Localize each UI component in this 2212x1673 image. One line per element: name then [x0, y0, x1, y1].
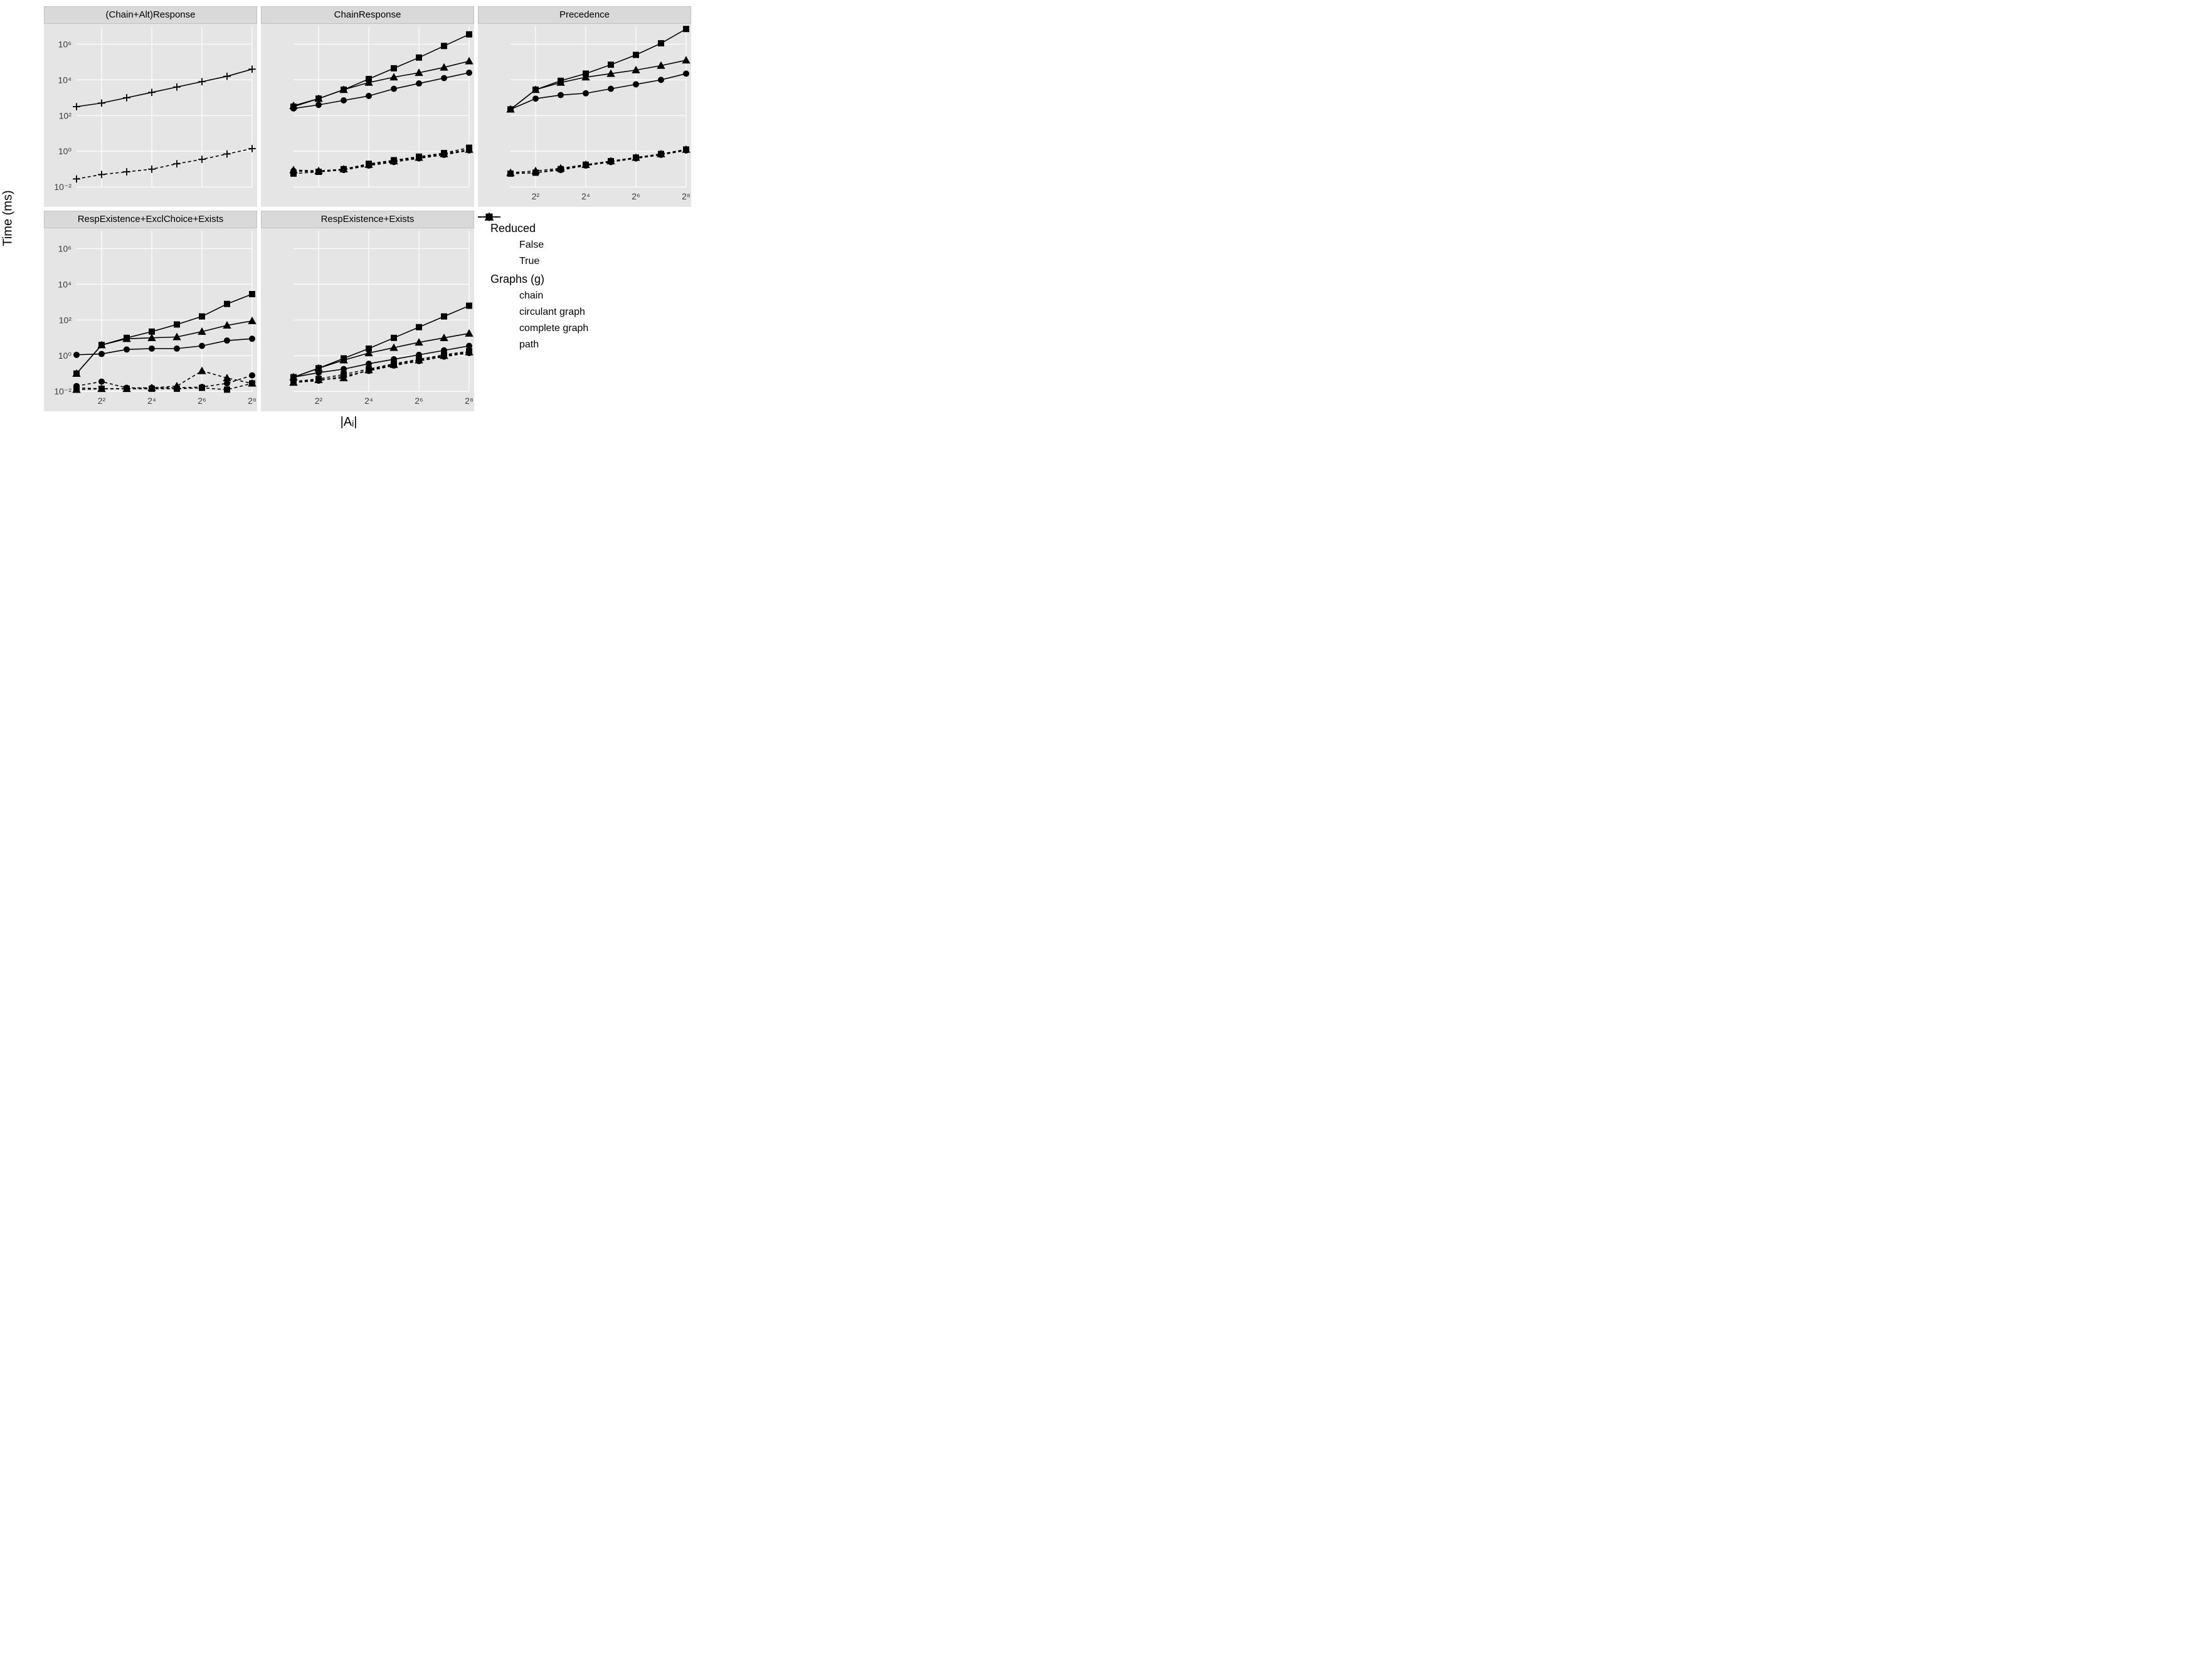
- legend: ReducedFalseTrueGraphs (g)chaincirculant…: [478, 211, 691, 411]
- facet-grid: (Chain+Alt)Response 10⁻² 10⁰ 10² 10⁴ 10⁶ Chain…: [44, 6, 691, 411]
- legend-item-graph-path: path: [490, 339, 685, 351]
- svg-text:10²: 10²: [59, 315, 72, 325]
- svg-text:10⁶: 10⁶: [58, 39, 71, 49]
- panel-chain_alt_response: (Chain+Alt)Response 10⁻² 10⁰ 10² 10⁴ 10⁶: [44, 6, 257, 207]
- y-axis-title: Time (ms): [1, 190, 15, 246]
- plot-area: 2² 2⁴ 2⁶ 2⁸ 10⁻² 10⁰ 10² 10⁴ 10⁶: [44, 228, 257, 411]
- panel-title: Precedence: [478, 6, 691, 24]
- svg-text:10²: 10²: [59, 110, 72, 120]
- svg-text:10⁶: 10⁶: [58, 243, 71, 253]
- svg-text:2²: 2²: [98, 396, 106, 406]
- svg-text:10⁻²: 10⁻²: [54, 182, 71, 192]
- svg-text:2⁶: 2⁶: [632, 191, 640, 201]
- svg-text:10⁴: 10⁴: [58, 75, 71, 85]
- svg-text:10⁰: 10⁰: [58, 351, 72, 361]
- svg-text:2⁶: 2⁶: [198, 396, 206, 406]
- svg-text:2⁴: 2⁴: [581, 191, 590, 201]
- panel-title: RespExistence+Exists: [261, 211, 474, 228]
- svg-text:10⁻²: 10⁻²: [54, 386, 71, 396]
- plot-area: 2² 2⁴ 2⁶ 2⁸: [478, 24, 691, 207]
- figure: Time (ms) (Chain+Alt)Response10⁻²10⁰10²1…: [0, 0, 697, 436]
- x-axis-title: |Aᵢ|: [6, 415, 691, 430]
- svg-text:2⁸: 2⁸: [465, 396, 474, 406]
- panel-title: ChainResponse: [261, 6, 474, 24]
- marker-swatch-icon: [490, 339, 513, 351]
- svg-text:2²: 2²: [315, 396, 323, 406]
- svg-text:2⁸: 2⁸: [682, 191, 691, 201]
- panel-title: (Chain+Alt)Response: [44, 6, 257, 24]
- svg-text:2⁶: 2⁶: [415, 396, 423, 406]
- svg-text:10⁰: 10⁰: [58, 146, 72, 156]
- svg-text:2⁴: 2⁴: [364, 396, 373, 406]
- svg-text:10⁴: 10⁴: [58, 279, 71, 289]
- panel-resp_exists: RespExistence+Exists 2² 2⁴ 2⁶ 2⁸: [261, 211, 474, 411]
- panel-chain_response: ChainResponse: [261, 6, 474, 207]
- panel-title: RespExistence+ExclChoice+Exists: [44, 211, 257, 228]
- svg-text:2⁸: 2⁸: [248, 396, 257, 406]
- panel-precedence: Precedence 2² 2⁴ 2⁶ 2⁸: [478, 6, 691, 207]
- plot-area: 2² 2⁴ 2⁶ 2⁸: [261, 228, 474, 411]
- plot-area: [261, 24, 474, 207]
- plot-area: 10⁻² 10⁰ 10² 10⁴ 10⁶: [44, 24, 257, 207]
- svg-text:2⁴: 2⁴: [147, 396, 156, 406]
- svg-text:2²: 2²: [532, 191, 540, 201]
- panel-resp_excl_exists: RespExistence+ExclChoice+Exists 2² 2⁴ 2⁶ 2⁸ 1…: [44, 211, 257, 411]
